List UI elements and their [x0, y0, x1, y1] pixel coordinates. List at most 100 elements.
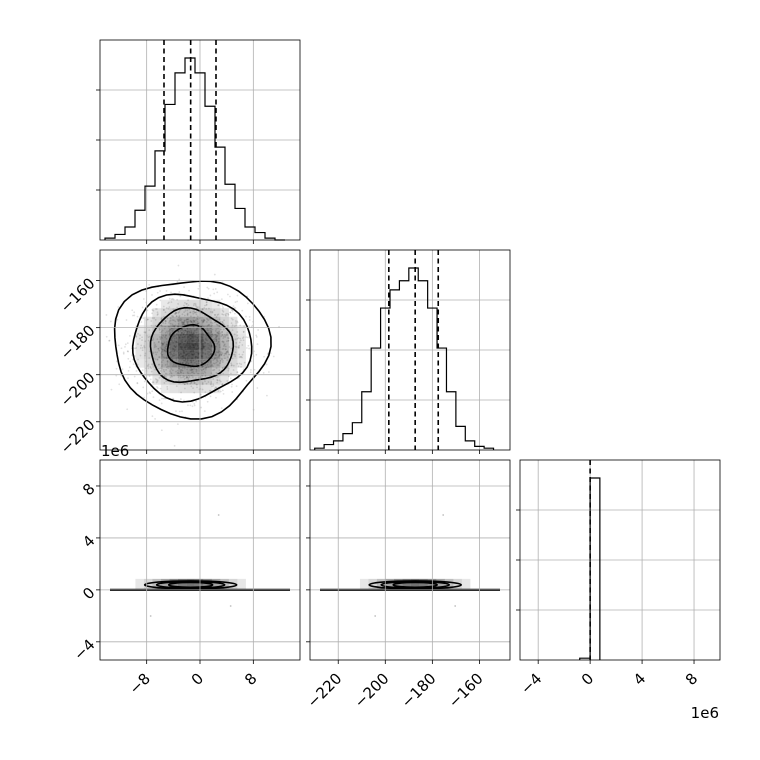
scatter-point	[175, 385, 178, 388]
scatter-point	[247, 344, 250, 347]
scatter-point	[209, 383, 212, 386]
scatter-point	[222, 322, 224, 325]
scatter-point	[203, 367, 206, 370]
scatter-point	[226, 333, 229, 336]
density-cell	[203, 342, 212, 351]
density-cell	[194, 299, 204, 309]
density-cell	[203, 578, 212, 590]
scatter-point	[181, 321, 184, 324]
scatter-point	[158, 399, 161, 402]
scatter-point	[225, 351, 228, 354]
x-tick-label: −180	[398, 670, 440, 712]
scatter-point	[161, 348, 164, 351]
scatter-point	[186, 371, 189, 374]
scatter-point	[200, 319, 203, 322]
scatter-point	[176, 423, 179, 426]
scatter-point	[177, 264, 180, 267]
scatter-point	[186, 309, 189, 312]
scatter-point	[182, 321, 184, 324]
density-cell	[194, 359, 204, 368]
scatter-point	[214, 356, 216, 359]
x-tick-label: 0	[188, 670, 207, 689]
scatter-point	[224, 334, 227, 337]
density-cell	[203, 359, 212, 368]
contour-level	[392, 581, 438, 589]
scatter-point	[168, 320, 171, 323]
scatter-point	[209, 360, 212, 363]
scatter-point	[164, 375, 166, 378]
scatter-point	[219, 332, 222, 335]
scatter-point	[205, 359, 207, 361]
scatter-point	[224, 348, 227, 351]
scatter-point	[137, 358, 139, 361]
scatter-point	[195, 377, 197, 380]
scatter-point	[165, 356, 168, 359]
scatter-point	[143, 331, 146, 334]
scatter-point	[218, 344, 221, 346]
scatter-point	[198, 306, 200, 309]
scatter-point	[166, 388, 169, 390]
scatter-point	[224, 336, 226, 339]
scatter-point	[257, 329, 260, 331]
density-cell	[393, 578, 403, 590]
scatter-point	[173, 312, 176, 315]
scatter-point	[220, 353, 223, 356]
scatter-point	[242, 331, 245, 333]
scatter-point	[185, 320, 188, 323]
scatter-point	[151, 351, 154, 354]
scatter-point	[161, 348, 164, 351]
density-cell	[220, 308, 229, 317]
scatter-point	[230, 322, 233, 325]
scatter-point	[176, 325, 179, 327]
scatter-point	[230, 317, 233, 320]
scatter-point	[226, 359, 229, 362]
scatter-point	[202, 318, 205, 321]
scatter-point	[220, 351, 223, 354]
scatter-point	[180, 376, 182, 379]
scatter-point	[220, 354, 223, 356]
scatter-point	[156, 351, 159, 354]
scatter-point	[217, 514, 220, 516]
scatter-point	[240, 365, 242, 368]
scatter-point	[216, 359, 218, 362]
scatter-point	[156, 386, 158, 388]
scatter-point	[142, 298, 145, 300]
scatter-point	[221, 361, 224, 363]
scatter-point	[173, 374, 175, 377]
contour-level	[131, 293, 253, 403]
density-cell	[152, 308, 161, 317]
scatter-point	[158, 340, 160, 343]
scatter-point	[116, 318, 119, 321]
scatter-point	[175, 370, 177, 373]
scatter-point	[223, 343, 226, 346]
density-cell	[220, 316, 229, 326]
scatter-point	[169, 370, 172, 373]
scatter-point	[171, 329, 174, 332]
scatter-point	[189, 404, 192, 407]
scatter-point	[230, 309, 233, 312]
scatter-point	[193, 320, 196, 322]
scatter-point	[234, 353, 236, 356]
axes-frame	[99, 459, 301, 661]
scatter-point	[161, 337, 164, 339]
scatter-point	[214, 386, 217, 389]
density-cell	[228, 359, 238, 368]
scatter-point	[229, 295, 231, 298]
density-cell	[177, 308, 187, 317]
density-cell	[152, 350, 161, 360]
scatter-point	[162, 356, 165, 358]
scatter-point	[159, 375, 162, 378]
y-tick-label: 8	[79, 480, 98, 499]
density-cell	[203, 384, 212, 394]
scatter-point	[226, 379, 229, 382]
scatter-point	[154, 368, 157, 371]
scatter-point	[196, 320, 199, 323]
density-cell	[169, 578, 178, 590]
scatter-point	[169, 328, 171, 331]
scatter-point	[215, 338, 218, 341]
scatter-point	[147, 339, 150, 342]
scatter-point	[176, 369, 179, 372]
scatter-point	[175, 364, 177, 366]
scatter-point	[161, 329, 164, 332]
scatter-point	[225, 314, 227, 317]
